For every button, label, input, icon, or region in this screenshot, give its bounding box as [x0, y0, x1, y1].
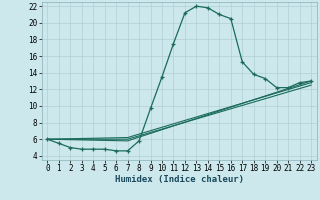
- X-axis label: Humidex (Indice chaleur): Humidex (Indice chaleur): [115, 175, 244, 184]
